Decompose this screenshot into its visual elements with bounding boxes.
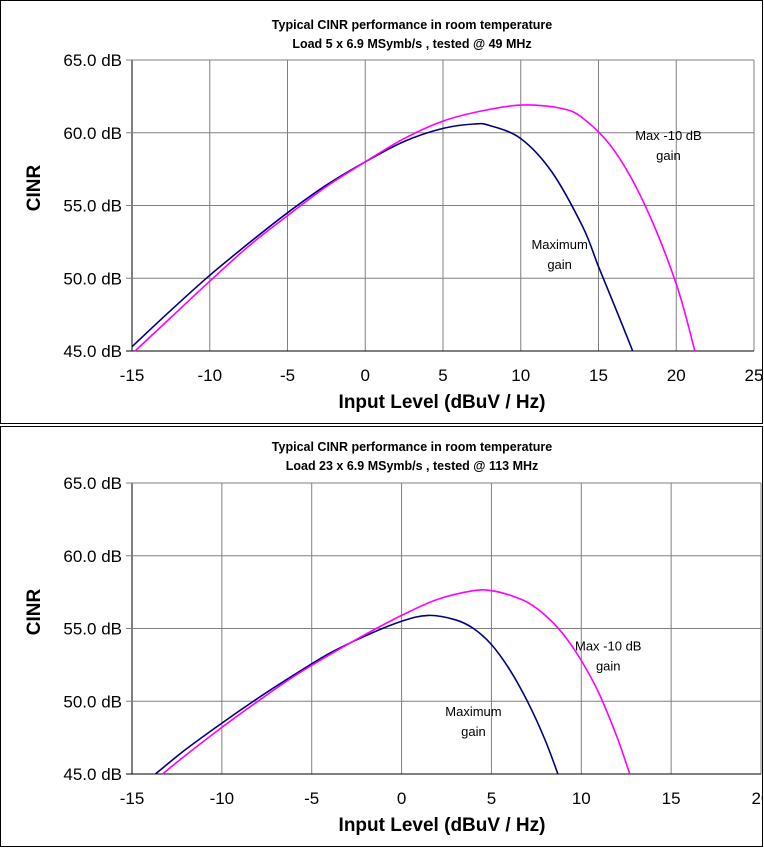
curve-annotation: Maximum gain [531,237,587,272]
series-line-max-minus-10 [134,104,696,352]
annotation-line: gain [596,658,621,673]
x-tick-label: -10 [210,789,235,808]
x-tick-label: 20 [667,366,686,385]
y-tick-label: 45.0 dB [63,765,122,784]
x-tick-label: -5 [304,789,319,808]
x-tick-label: -10 [197,366,222,385]
y-tick-label: 60.0 dB [63,124,122,143]
curve-annotation: Maximum gain [445,704,501,739]
annotation-line: Maximum [445,704,501,719]
chart-panel-top: Typical CINR performance in room tempera… [0,0,763,424]
chart-title: Typical CINR performance in room tempera… [272,440,552,454]
x-tick-label: 0 [397,789,406,808]
chart-subtitle: Load 5 x 6.9 MSymb/s , tested @ 49 MHz [292,37,531,51]
x-axis-label: Input Level (dBuV / Hz) [339,392,546,413]
y-tick-label: 65.0 dB [63,51,122,70]
annotation-line: Max -10 dB [575,638,641,653]
cinr-chart-bottom: Typical CINR performance in room tempera… [0,426,764,847]
chart-subtitle: Load 23 x 6.9 MSymb/s , tested @ 113 MHz [286,459,539,473]
x-axis-label: Input Level (dBuV / Hz) [339,815,546,836]
y-tick-label: 50.0 dB [63,692,122,711]
series-line-maximum-gain [154,614,559,775]
y-tick-label: 55.0 dB [63,197,122,216]
curve-annotation: Max -10 dB gain [575,638,641,673]
x-tick-label: 10 [511,366,530,385]
y-tick-label: 65.0 dB [63,474,122,493]
y-tick-label: 45.0 dB [63,342,122,361]
x-tick-label: 5 [487,789,496,808]
annotation-line: gain [461,724,486,739]
annotation-line: Max -10 dB [635,128,701,143]
x-tick-label: 15 [662,789,681,808]
y-tick-label: 55.0 dB [63,620,122,639]
x-tick-label: -15 [120,366,145,385]
x-tick-label: 15 [589,366,608,385]
cinr-chart-top: Typical CINR performance in room tempera… [0,0,763,424]
series-line-maximum-gain [131,122,634,352]
y-axis-label: CINR [24,165,45,212]
y-axis-label: CINR [24,589,45,636]
x-tick-label: 20 [752,789,763,808]
x-tick-label: 0 [361,366,370,385]
series-line-max-minus-10 [162,589,631,775]
annotation-line: gain [656,148,681,163]
chart-frame [0,0,763,424]
x-tick-label: 5 [438,366,447,385]
y-tick-label: 50.0 dB [63,269,122,288]
chart-frame [0,426,763,847]
x-tick-label: 10 [572,789,591,808]
y-tick-label: 60.0 dB [63,547,122,566]
annotation-line: Maximum [531,237,587,252]
x-tick-label: -5 [280,366,295,385]
chart-panel-bottom: Typical CINR performance in room tempera… [0,426,764,847]
x-tick-label: -15 [120,789,145,808]
curve-annotation: Max -10 dB gain [635,128,701,163]
annotation-line: gain [547,257,572,272]
chart-title: Typical CINR performance in room tempera… [272,18,552,32]
x-tick-label: 25 [745,366,763,385]
